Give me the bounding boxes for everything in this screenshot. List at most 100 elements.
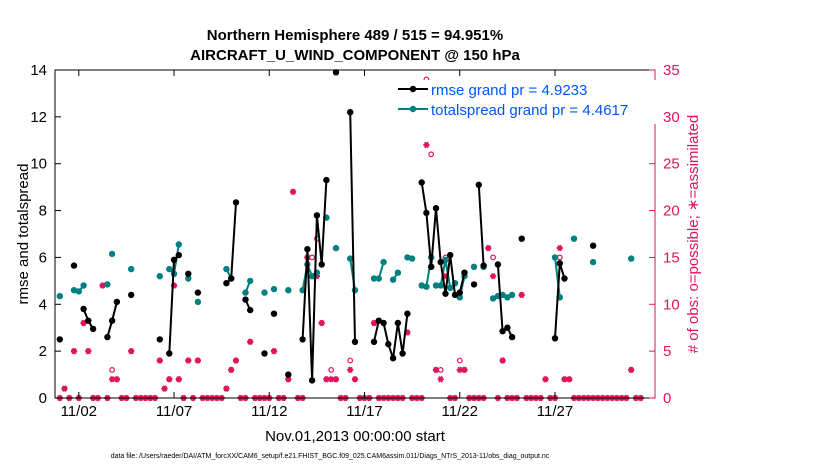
obs-possible-point xyxy=(437,367,444,373)
rmse-point xyxy=(370,338,378,345)
obs-assimilated-point xyxy=(128,347,135,355)
rmse-point xyxy=(442,290,449,297)
obs-possible-point xyxy=(309,254,316,261)
totalspread-point xyxy=(442,256,449,263)
rmse-point xyxy=(480,262,487,269)
totalspread-point xyxy=(223,265,230,273)
totalspread-point xyxy=(389,276,397,283)
rmse-point xyxy=(156,336,163,343)
rmse-point xyxy=(56,336,63,343)
totalspread-point xyxy=(437,282,444,289)
x-tick-label: 11/07 xyxy=(156,403,192,420)
chart-subtitle: AIRCRAFT_U_WIND_COMPONENT @ 150 hPa xyxy=(190,47,520,64)
y-left-tick-label: 14 xyxy=(30,62,47,79)
rmse-point xyxy=(470,281,478,288)
obs-assimilated-point xyxy=(70,347,78,355)
rmse-point xyxy=(332,69,340,76)
totalspread-point xyxy=(332,244,340,252)
chart-title: Northern Hemisphere 489 / 515 = 94.951% xyxy=(207,27,503,44)
rmse-line xyxy=(477,184,485,266)
y-left-tick-label: 6 xyxy=(39,249,47,266)
rmse-point xyxy=(175,251,182,259)
y-left-tick-label: 10 xyxy=(30,156,47,173)
y-right-tick-label: 15 xyxy=(663,249,680,266)
y-right-tick-label: 25 xyxy=(663,156,680,173)
obs-assimilated-point xyxy=(566,376,573,383)
legend-rmse-marker xyxy=(409,85,417,93)
rmse-point xyxy=(85,317,92,324)
rmse-point xyxy=(499,328,506,335)
obs-assimilated-point xyxy=(113,376,121,383)
obs-assimilated-point xyxy=(437,376,444,383)
obs-assimilated-point xyxy=(85,347,92,355)
totalspread-point xyxy=(375,275,382,282)
y-right-tick-label: 35 xyxy=(663,62,680,79)
rmse-point xyxy=(375,317,382,324)
totalspread-point xyxy=(75,288,83,295)
rmse-line xyxy=(420,182,456,296)
legend-box xyxy=(388,80,658,124)
obs-assimilated-point xyxy=(351,376,359,383)
legend: rmse grand pr = 4.9233 totalspread grand… xyxy=(388,80,658,124)
x-axis-label: Nov.01,2013 00:00:00 start xyxy=(265,428,446,445)
rmse-point xyxy=(504,324,511,331)
rmse-line xyxy=(301,180,328,381)
data-file-footer: data file: /Users/raeder/DAI/ATM_forcXX/… xyxy=(111,453,550,460)
rmse-point xyxy=(70,262,78,269)
rmse-point xyxy=(242,296,249,303)
totalspread-point xyxy=(570,235,578,242)
obs-assimilated-point xyxy=(232,357,240,364)
x-tick-label: 11/02 xyxy=(61,403,97,420)
obs-possible-point xyxy=(109,367,115,373)
totalspread-point xyxy=(432,282,440,289)
rmse-point xyxy=(432,205,440,212)
y-right-tick-label: 20 xyxy=(663,203,680,220)
rmse-point xyxy=(380,319,387,327)
rmse-point xyxy=(270,310,278,317)
totalspread-point xyxy=(380,258,387,266)
y-left-tick-label: 12 xyxy=(30,109,47,126)
totalspread-point xyxy=(194,298,202,306)
rmse-point xyxy=(128,291,135,299)
y-left-tick-label: 4 xyxy=(39,296,47,313)
totalspread-point xyxy=(351,287,359,294)
totalspread-point xyxy=(104,281,111,288)
rmse-point xyxy=(108,317,116,324)
rmse-point xyxy=(80,305,87,313)
rmse-point xyxy=(418,179,425,186)
rmse-point xyxy=(451,291,459,299)
rmse-point xyxy=(347,109,354,116)
rmse-point xyxy=(508,333,516,341)
obs-assimilated-point xyxy=(156,357,163,364)
rmse-point xyxy=(323,176,330,184)
obs-assimilated-point xyxy=(347,366,354,374)
obs-assimilated-point xyxy=(80,319,87,327)
rmse-point xyxy=(423,209,430,217)
rmse-point xyxy=(437,258,444,266)
obs-assimilated-point xyxy=(628,366,635,374)
obs-assimilated-point xyxy=(556,244,563,252)
totalspread-point xyxy=(56,292,63,300)
totalspread-point xyxy=(489,295,497,302)
y-left-tick-label: 8 xyxy=(39,203,47,220)
obs-possible-point xyxy=(347,357,354,364)
rmse-point xyxy=(313,212,321,219)
rmse-line xyxy=(458,272,466,293)
obs-assimilated-point xyxy=(270,347,278,355)
totalspread-point xyxy=(261,289,268,296)
obs-possible-point xyxy=(428,151,435,158)
rmse-point xyxy=(399,350,406,357)
rmse-point xyxy=(166,350,173,357)
obs-assimilated-point xyxy=(289,188,297,196)
totalspread-point xyxy=(508,291,516,299)
rmse-point xyxy=(261,350,268,357)
rmse-point xyxy=(113,298,121,306)
totalspread-point xyxy=(108,250,116,258)
obs-assimilated-point xyxy=(223,385,230,392)
obs-assimilated-point xyxy=(542,376,549,383)
rmse-point xyxy=(561,275,568,282)
rmse-point xyxy=(318,261,325,268)
obs-assimilated-point xyxy=(499,357,506,364)
rmse-point xyxy=(304,246,311,253)
